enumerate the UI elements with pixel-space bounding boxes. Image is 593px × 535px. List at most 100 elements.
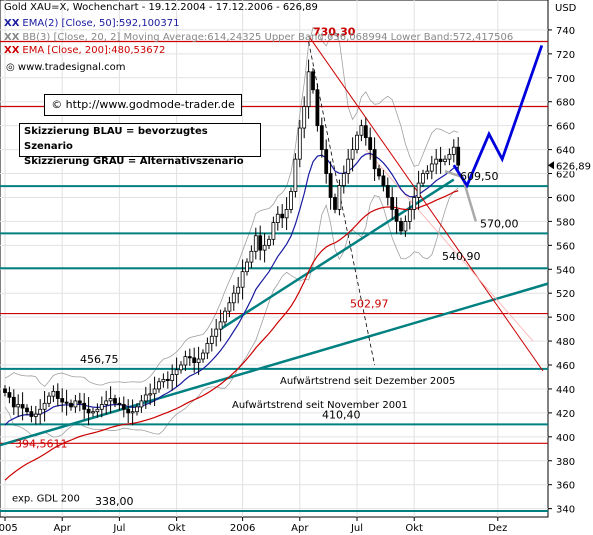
candle-body (368, 137, 373, 150)
trend-label: Aufwärtstrend seit Dezember 2005 (280, 376, 455, 387)
axes: 340 360 380 400 420 440 460 480 500 520 540 560 580 6… (0, 26, 575, 534)
y-tick-label: 620 (556, 170, 575, 181)
chart-labels: 730,30 609,50 570,00 540,90 502,97 456,75 410,… (12, 26, 592, 508)
candle-body (192, 357, 197, 364)
candle-body (47, 395, 51, 404)
y-tick-label: 560 (556, 241, 575, 252)
ema200-text: EMA [Close, 200]:480,53672 (22, 45, 166, 56)
candle-body (253, 235, 258, 252)
candle-body (126, 408, 131, 414)
y-tick-label: 640 (556, 146, 575, 157)
candle-body (311, 71, 315, 91)
candle-body (77, 400, 82, 404)
candle-body (399, 221, 403, 232)
y-tick-label: 360 (556, 481, 575, 492)
candle-body (315, 89, 320, 127)
candle-body (16, 404, 21, 408)
x-tick-label: Apr (291, 523, 309, 534)
candle-body (135, 406, 139, 413)
candle-body (451, 146, 456, 155)
y-tick-label: 340 (556, 505, 575, 516)
y-tick-label: 500 (556, 313, 575, 324)
y-tick-label: 700 (556, 74, 575, 85)
y-tick-label: 720 (556, 50, 575, 61)
y-tick-label: 440 (556, 385, 575, 396)
candle-body (174, 369, 179, 375)
legend-gray: Skizzierung GRAU = Alternativszenario (24, 156, 244, 167)
copyright-url-box[interactable]: © http://www.godmode-trader.de (44, 94, 242, 116)
candle-body (183, 356, 188, 366)
candle-body (187, 356, 192, 359)
candle-body (170, 374, 175, 381)
candle-body (29, 411, 34, 417)
source-text: www.tradesignal.com (17, 62, 126, 73)
candle-body (443, 158, 447, 162)
y-tick-label: 400 (556, 433, 575, 444)
candle-body (91, 411, 95, 414)
level-label: 456,75 (80, 353, 119, 366)
ema50-label: XX EMA(2) [Close, 50]:592,100371 (4, 18, 180, 30)
scenario-legend: Skizzierung BLAU = bevorzugtes Szenario … (19, 123, 261, 167)
candle-body (38, 408, 43, 415)
candle-body (73, 400, 78, 408)
level-label: 609,50 (460, 170, 499, 183)
candle-body (51, 390, 56, 397)
candle-body (104, 400, 109, 405)
scenario-blue-path (452, 45, 544, 189)
candle-body (143, 394, 148, 402)
candle-body (284, 209, 289, 219)
x-tick-label: Dez (488, 523, 507, 534)
candle-body (346, 158, 351, 174)
moving-averages (4, 152, 459, 481)
bollinger-label: XX BB(3) [Close, 20, 2] Moving Average:61… (4, 32, 513, 44)
candle-body (359, 125, 364, 136)
x-tick-label: Apr (54, 523, 72, 534)
ema200-line (4, 190, 459, 481)
candle-body (438, 158, 443, 162)
candle-body (165, 378, 170, 381)
candle-body (280, 213, 285, 219)
candle-body (196, 358, 201, 364)
candle-body (262, 244, 267, 251)
dashed-line (308, 41, 375, 366)
candle-body (341, 173, 346, 186)
candle-body (275, 213, 280, 223)
candle-body (456, 146, 461, 166)
scenario-paths (444, 45, 544, 222)
candle-body (139, 400, 144, 408)
trendline-nov2001 (0, 282, 549, 447)
candle-body (148, 393, 153, 396)
candle-body (258, 235, 263, 251)
candle-body (412, 197, 417, 210)
candle-body (328, 173, 333, 198)
candle-body (403, 221, 408, 232)
candles (3, 59, 461, 426)
candle-body (117, 402, 122, 405)
candle-body (55, 390, 60, 399)
price-tag-bg (550, 159, 592, 172)
legend-blue: Skizzierung BLAU = bevorzugtes Szenario (24, 126, 208, 152)
ema50-text: EMA(2) [Close, 50]:592,100371 (22, 18, 180, 29)
y-tick-label: 580 (556, 217, 575, 228)
candle-body (390, 197, 395, 210)
ema200-label: XX EMA [Close, 200]:480,53672 (4, 45, 165, 57)
candle-body (355, 134, 359, 150)
candle-body (205, 343, 210, 354)
candle-body (297, 127, 302, 160)
x-tick-label: 2006 (230, 523, 255, 534)
chart-title: Gold XAU=X, Wochenchart - 19.12.2004 - 1… (4, 2, 318, 13)
x-glyph: XX (4, 32, 20, 43)
candle-body (306, 71, 311, 107)
x-tick-label: Okt (405, 523, 423, 534)
plot-frame (0, 0, 549, 518)
candle-body (293, 158, 298, 192)
candle-body (231, 292, 236, 304)
y-tick-label: 600 (556, 193, 575, 204)
level-label: 570,00 (480, 217, 519, 230)
candle-body (267, 238, 271, 246)
candle-body (302, 106, 307, 129)
candle-body (214, 328, 219, 337)
candle-body (69, 402, 73, 408)
candle-body (236, 286, 241, 294)
candle-body (113, 398, 117, 404)
